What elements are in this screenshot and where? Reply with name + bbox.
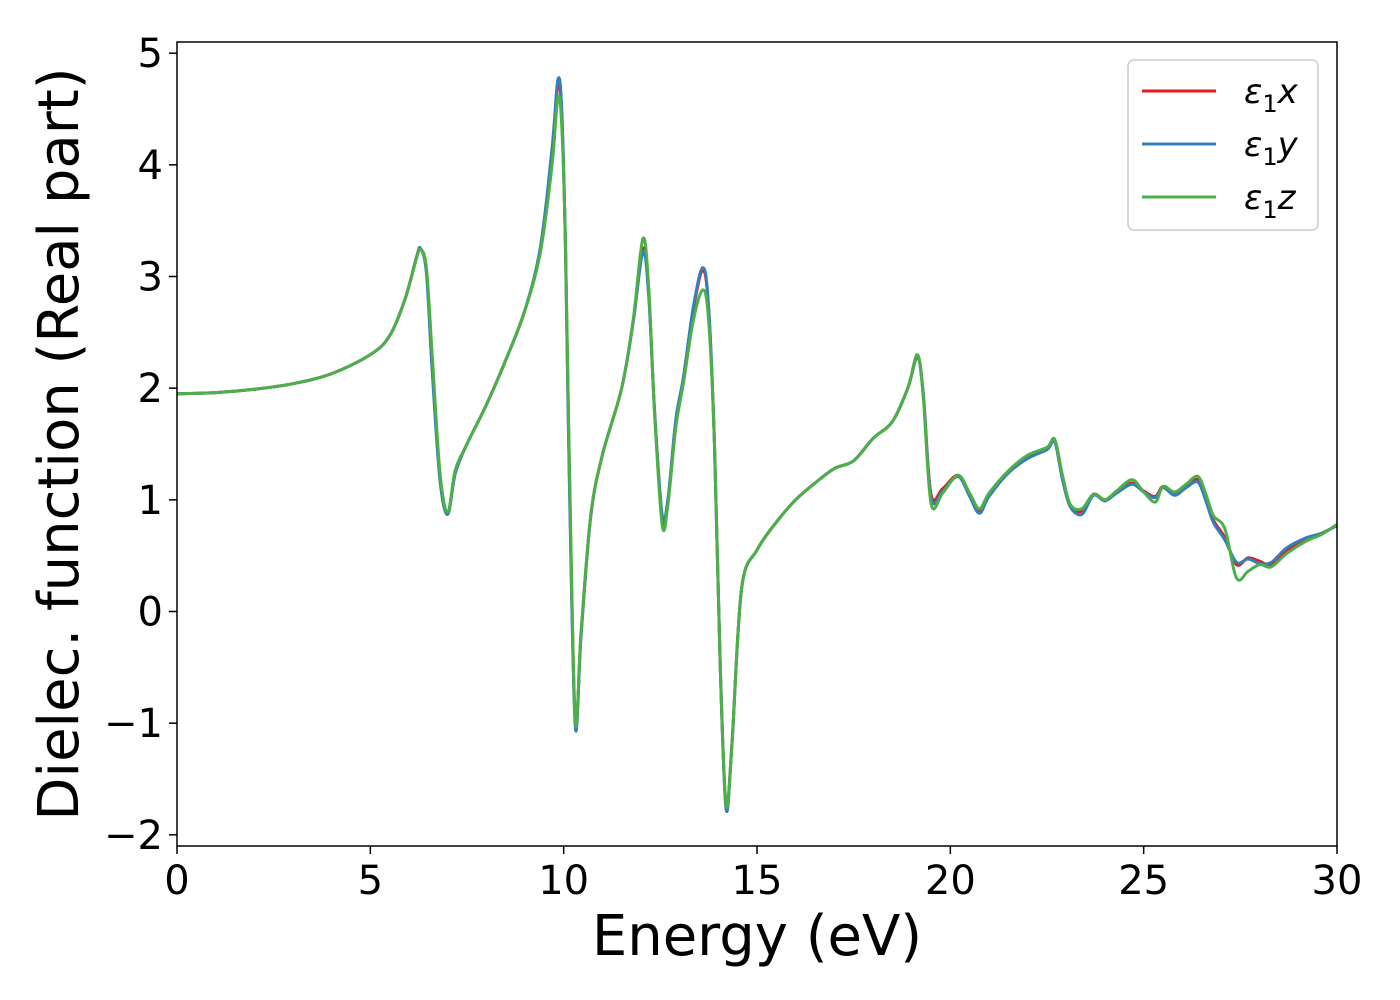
legend-label-y: ε1y: [1244, 125, 1299, 171]
x-tick-label: 30: [1312, 858, 1363, 904]
x-axis-label: Energy (eV): [592, 904, 922, 969]
y-axis-label: Dielec. function (Real part): [27, 67, 92, 820]
y-axis-ticks: −2 −1 0 1 2 3 4 5: [104, 31, 177, 859]
y-tick-label: 4: [138, 143, 163, 189]
y-tick-label: 3: [138, 255, 163, 301]
y-tick-label: 5: [138, 31, 163, 77]
x-tick-label: 20: [925, 858, 976, 904]
series-line-z: [177, 94, 1337, 809]
x-axis-ticks: 0 5 10 15 20 25 30: [164, 846, 1362, 904]
x-tick-label: 10: [538, 858, 589, 904]
legend-label-z: ε1z: [1244, 178, 1297, 224]
y-tick-label: 1: [138, 478, 163, 524]
x-tick-label: 15: [732, 858, 783, 904]
legend-label-x: ε1x: [1244, 72, 1299, 118]
series-layer: [177, 76, 1337, 814]
x-tick-label: 25: [1118, 858, 1169, 904]
y-tick-label: 0: [138, 590, 163, 636]
y-tick-label: −1: [104, 701, 163, 747]
y-tick-label: −2: [104, 813, 163, 859]
x-tick-label: 5: [358, 858, 383, 904]
legend-entries: ε1x ε1y ε1z: [1142, 72, 1299, 224]
legend: ε1x ε1y ε1z: [1127, 59, 1319, 231]
y-tick-label: 2: [138, 366, 163, 412]
x-tick-label: 0: [164, 858, 189, 904]
legend-box: [1127, 59, 1319, 231]
